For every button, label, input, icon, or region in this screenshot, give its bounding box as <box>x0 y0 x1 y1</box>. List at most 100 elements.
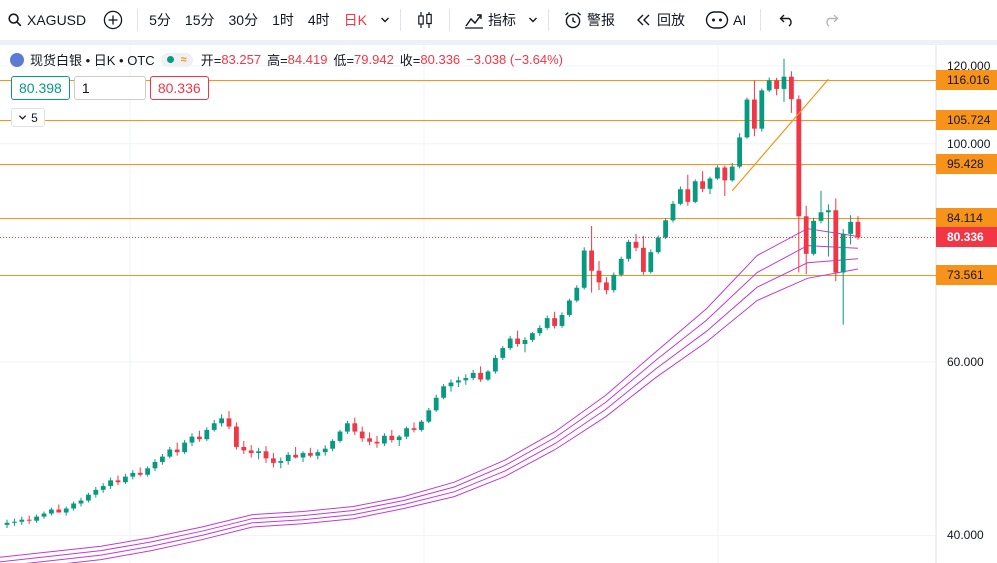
price-tick-label: 60.000 <box>947 355 984 370</box>
candle-body <box>833 210 839 273</box>
low-label: 低= <box>333 53 355 68</box>
candle-body <box>744 99 750 138</box>
candle-body <box>848 221 853 234</box>
candle-body <box>759 90 765 129</box>
high-value: 84.419 <box>287 52 328 67</box>
replay-button[interactable]: 回放 <box>625 0 695 40</box>
indicators-button[interactable]: 指标 <box>454 0 522 40</box>
ask-button[interactable]: 80.336 <box>149 76 209 100</box>
candle-body <box>322 448 328 453</box>
candle-body <box>197 436 202 440</box>
candle-body <box>130 472 136 477</box>
interval-30m[interactable]: 30分 <box>228 12 259 28</box>
high-label: 高= <box>267 53 288 68</box>
change-value: −3.038 (−3.64%) <box>466 52 564 67</box>
interval-4h[interactable]: 4时 <box>307 12 330 28</box>
symbol-search-button[interactable]: XAGUSD <box>0 0 93 40</box>
interval-1h[interactable]: 1时 <box>272 12 294 28</box>
candle-body <box>707 178 713 189</box>
candle-body <box>692 181 698 202</box>
candle-body <box>685 189 691 202</box>
toolbar-divider <box>400 9 402 31</box>
candle-body <box>441 386 446 398</box>
level-price-label: 95.428 <box>936 153 997 174</box>
chevron-down-icon <box>381 17 390 23</box>
candle-body <box>71 503 76 509</box>
interval-15m[interactable]: 15分 <box>184 12 215 28</box>
candle-body <box>189 436 195 443</box>
candle-body <box>589 250 594 271</box>
interval-1d[interactable]: 日K <box>343 12 368 28</box>
candle-body <box>530 333 535 340</box>
candle-body <box>803 216 809 254</box>
candle-body <box>108 480 113 487</box>
candle-body <box>507 338 513 349</box>
alert-label: 警报 <box>587 12 616 28</box>
level-price-label: 116.016 <box>936 70 997 91</box>
candle-body <box>12 521 17 523</box>
chevron-down-icon <box>529 17 538 23</box>
low-value: 79.942 <box>354 52 394 67</box>
candle-body <box>515 338 520 344</box>
candle-body <box>204 429 210 440</box>
alert-button[interactable]: 警报 <box>553 0 625 40</box>
close-value: 80.336 <box>420 52 461 67</box>
toolbar-divider <box>449 9 451 31</box>
redo-button[interactable] <box>809 0 853 40</box>
delayed-wave-icon: ≈ <box>180 53 187 66</box>
legend-title: 现货白银 • 日K • OTC <box>30 53 155 68</box>
ai-label: AI <box>733 12 747 28</box>
candle-body <box>774 80 779 89</box>
candles-icon <box>418 12 432 28</box>
candle-body <box>285 454 291 462</box>
candle-body <box>670 203 676 221</box>
compare-symbol-button[interactable] <box>93 0 133 40</box>
toolbar-separator <box>0 40 997 45</box>
candle-body <box>4 522 10 525</box>
market-open-dot <box>166 56 174 63</box>
candle-body <box>781 76 787 89</box>
chevron-down-icon <box>19 115 27 120</box>
undo-button[interactable] <box>765 0 809 40</box>
collapse-indicators-button[interactable]: 5 <box>11 108 45 127</box>
candle-body <box>433 397 439 411</box>
interval-dropdown-button[interactable] <box>374 0 396 40</box>
candle-body <box>485 371 491 380</box>
candle-body <box>278 461 284 463</box>
trade-panel: 80.398 1 80.336 <box>11 76 209 100</box>
candle-body <box>581 250 587 288</box>
indicators-dropdown-button[interactable] <box>522 0 544 40</box>
bid-button[interactable]: 80.398 <box>11 76 70 100</box>
close-label: 收= <box>399 53 421 68</box>
quantity-input[interactable]: 1 <box>73 76 146 100</box>
level-price-label: 105.724 <box>936 109 997 130</box>
candle-body <box>456 380 461 383</box>
candle-body <box>611 274 617 291</box>
candle-body <box>300 453 306 458</box>
moving-average-line <box>0 228 859 558</box>
candle-body <box>552 318 557 326</box>
candle-body <box>419 421 424 430</box>
ai-button[interactable]: AI <box>695 0 756 40</box>
candle-body <box>722 167 728 181</box>
chart-type-button[interactable] <box>405 0 445 40</box>
candle-body <box>604 282 609 291</box>
candle-body <box>256 451 261 454</box>
indicators-icon <box>465 14 484 29</box>
interval-5m[interactable]: 5分 <box>149 12 171 28</box>
candle-body <box>729 166 735 181</box>
candle-body <box>211 423 217 430</box>
replay-label: 回放 <box>657 12 686 28</box>
candle-body <box>478 372 483 380</box>
candle-body <box>626 241 631 259</box>
candle-body <box>537 327 543 334</box>
indicator-count: 5 <box>31 110 38 125</box>
toolbar-divider <box>548 9 550 31</box>
chart-legend: 现货白银 • 日K • OTC ≈ 开= 83.257 高= 84.419 低= 79… <box>10 50 569 69</box>
candle-body <box>241 446 247 451</box>
candle-body <box>152 461 158 469</box>
candle-body <box>182 442 187 453</box>
candle-body <box>663 220 668 238</box>
search-icon <box>8 13 22 27</box>
